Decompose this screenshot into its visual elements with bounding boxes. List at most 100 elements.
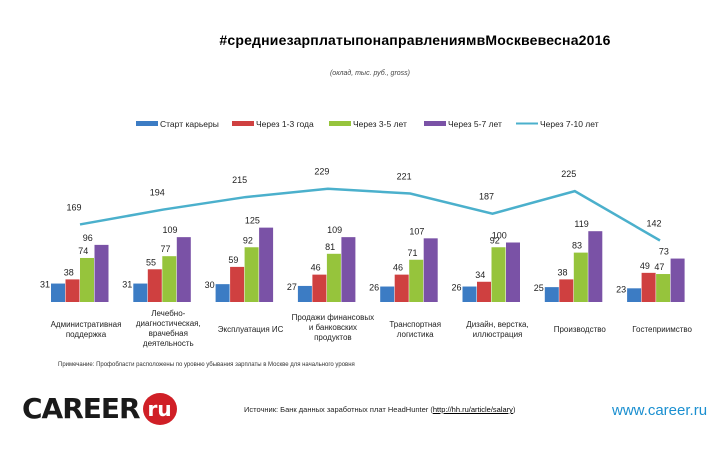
chart-legend: Старт карьеры Через 1-3 года Через 3-5 лет…: [136, 119, 599, 129]
category-label-1: Лечебно-диагностическая, врачебная деятель…: [136, 309, 201, 348]
line-value-label: 215: [232, 175, 247, 185]
bar-start-6: [544, 287, 559, 302]
bar-value-label: 46: [311, 263, 321, 273]
bar-value-label: 81: [325, 242, 335, 252]
legend-label-y3_5: Через 3-5 лет: [353, 119, 407, 129]
source-prefix: Источник: Банк данных заработных плат He…: [244, 405, 433, 414]
bar-value-label: 30: [205, 280, 215, 290]
bar-y5_7-0: [94, 244, 109, 302]
bar-value-label: 26: [369, 283, 379, 293]
legend-label-y1_3: Через 1-3 года: [256, 119, 314, 129]
bar-value-label: 27: [287, 282, 297, 292]
bar-y3_5-2: [244, 247, 259, 302]
category-label-6: Производство: [554, 325, 607, 334]
line-value-label: 142: [646, 219, 661, 229]
legend-swatch-y1_3: [232, 121, 254, 126]
category-label-line: Дизайн, верстка,: [466, 320, 528, 329]
bar-value-label: 31: [122, 280, 132, 290]
category-label-line: Транспортная: [389, 320, 441, 329]
bar-y1_3-6: [559, 279, 574, 302]
site-url[interactable]: www.career.ru: [612, 402, 708, 419]
bar-value-label: 55: [146, 257, 156, 267]
bar-value-label: 25: [534, 283, 544, 293]
data-labels: 31 38 74 96 31 55 77 109 30 59 92 125 27 46 81 109 26 46 7…: [40, 216, 669, 295]
bar-value-label: 77: [161, 244, 171, 254]
category-label-3: Продажи финансовых и банковских продуктов: [292, 313, 375, 342]
bar-y1_3-3: [312, 274, 327, 302]
bar-y3_5-7: [656, 274, 671, 302]
category-label-line: Лечебно-: [151, 309, 185, 318]
category-label-line: Административная: [51, 320, 122, 329]
bar-start-1: [133, 283, 148, 302]
category-label-0: Административная поддержка: [51, 320, 122, 339]
category-label-line: деятельность: [143, 339, 194, 348]
bar-value-label: 38: [64, 267, 74, 277]
bar-value-label: 83: [572, 241, 582, 251]
category-label-line: продуктов: [314, 333, 352, 342]
bar-value-label: 46: [393, 263, 403, 273]
bar-y3_5-4: [409, 259, 424, 302]
bar-value-label: 47: [654, 262, 664, 272]
logo-badge: ru: [142, 392, 177, 425]
bar-series: [51, 227, 685, 302]
bar-y5_7-3: [341, 237, 356, 302]
bar-y3_5-3: [326, 253, 341, 302]
category-label-line: иллюстрация: [473, 330, 523, 339]
source-suffix: ): [512, 405, 516, 414]
category-label-line: поддержка: [66, 330, 107, 339]
bar-value-label: 107: [409, 226, 424, 236]
category-label-line: Эксплуатация ИС: [218, 325, 284, 334]
career-logo[interactable]: CAREER ru: [22, 392, 177, 425]
category-label-line: и банковских: [309, 323, 357, 332]
category-label-line: Продажи финансовых: [292, 313, 375, 322]
legend-label-y7_10: Через 7-10 лет: [540, 119, 599, 129]
category-label-line: Производство: [554, 325, 607, 334]
bar-y3_5-6: [573, 252, 588, 302]
source-link[interactable]: http://hh.ru/article/salary: [432, 405, 513, 414]
bar-y1_3-7: [641, 272, 656, 302]
bar-y5_7-7: [670, 258, 685, 302]
bar-value-label: 92: [490, 235, 500, 245]
bar-y5_7-5: [506, 242, 520, 302]
bar-y5_7-4: [423, 238, 438, 302]
category-label-5: Дизайн, верстка, иллюстрация: [466, 320, 528, 339]
category-label-line: Гостеприимство: [632, 325, 692, 334]
bar-start-7: [627, 288, 642, 302]
bar-value-label: 23: [616, 284, 626, 294]
legend-swatch-y5_7: [424, 121, 446, 126]
line-7-10-years: [79, 187, 661, 242]
line-value-label: 225: [561, 169, 576, 179]
bar-start-3: [297, 285, 312, 302]
bar-y5_7-6: [588, 231, 603, 302]
category-label-2: Эксплуатация ИС: [218, 325, 284, 334]
bar-y1_3-1: [147, 269, 162, 302]
salary-chart: Старт карьеры Через 1-3 года Через 3-5 лет…: [40, 119, 693, 348]
bar-value-label: 38: [558, 267, 568, 277]
category-label-line: логистика: [397, 330, 434, 339]
source-text: Источник: Банк данных заработных плат He…: [244, 405, 515, 414]
bar-value-label: 34: [475, 270, 485, 280]
footnote: Примечание: Профобласти расположены по у…: [58, 362, 355, 368]
bar-value-label: 100: [492, 231, 507, 241]
page-title: #средниезарплатыпонаправлениямвМосквевес…: [219, 32, 611, 48]
category-label-line: диагностическая,: [136, 319, 201, 328]
bar-value-label: 49: [640, 261, 650, 271]
bar-value-label: 92: [243, 235, 253, 245]
legend-label-start: Старт карьеры: [160, 119, 219, 129]
bar-y3_5-0: [80, 257, 94, 302]
bar-value-label: 109: [163, 225, 178, 235]
bar-value-label: 71: [407, 248, 417, 258]
category-label-7: Гостеприимство: [632, 325, 692, 334]
bar-y3_5-1: [162, 256, 177, 302]
bar-y1_3-5: [477, 281, 491, 302]
line-value-label: 229: [314, 167, 329, 177]
logo-text: CAREER: [22, 392, 141, 425]
bar-y1_3-2: [230, 266, 245, 302]
legend-swatch-y3_5: [329, 121, 351, 126]
category-labels: Административная поддержка Лечебно-диагнос…: [51, 309, 693, 348]
bar-start-0: [51, 283, 65, 302]
bar-start-2: [215, 284, 230, 302]
bar-y1_3-0: [65, 279, 80, 302]
bar-value-label: 96: [83, 233, 93, 243]
bar-value-label: 73: [659, 247, 669, 257]
